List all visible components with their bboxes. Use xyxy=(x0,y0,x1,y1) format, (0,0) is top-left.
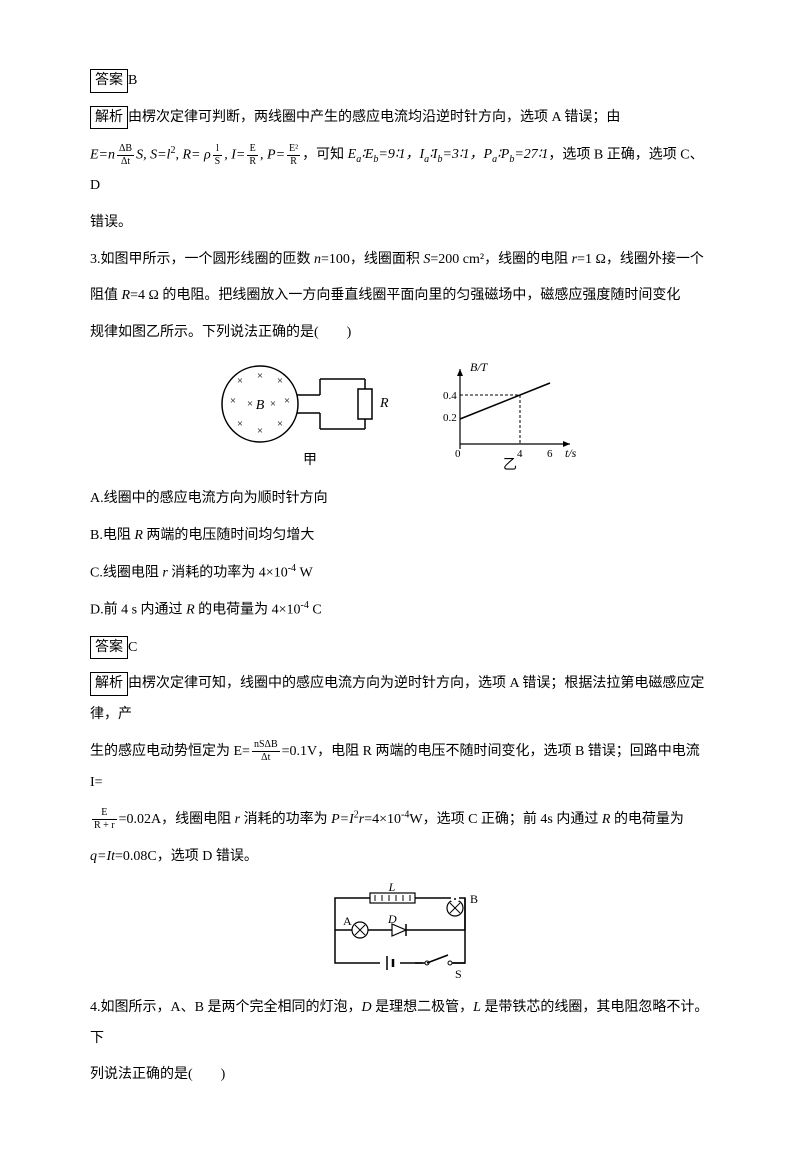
explain-1-line1: 解析由楞次定律可判断，两线圈中产生的感应电流均沿逆时针方向，选项 A 错误；由 xyxy=(90,103,710,134)
xtick: 4 xyxy=(517,448,523,460)
q3-text: =100，线圈面积 xyxy=(321,252,423,267)
explain-3-line3: ER + r=0.02A，线圈电阻 r 消耗的功率为 P=I2r=4×10-4W… xyxy=(90,805,710,836)
answer-1-value: B xyxy=(128,73,137,88)
answer-label: 答案 xyxy=(90,636,128,660)
cross-icon: × xyxy=(247,398,253,410)
var-R: R xyxy=(122,288,131,303)
q3-optA: A.线圈中的感应电流方向为顺时针方向 xyxy=(90,484,710,515)
q3-text: =1 Ω，线圈外接一个 xyxy=(577,252,704,267)
explain-label: 解析 xyxy=(90,106,128,130)
answer-3: 答案C xyxy=(90,633,710,664)
q4-number: 4. xyxy=(90,1000,101,1015)
cross-icon: × xyxy=(270,398,276,410)
figure-yi: B/T t/s 0.4 0.2 0 4 6 乙 xyxy=(435,359,585,474)
fraction: ER xyxy=(247,144,258,167)
frac-num: E xyxy=(247,144,258,156)
frac-num: E xyxy=(92,808,117,820)
cross-icon: × xyxy=(257,425,263,437)
fraction: nSΔBΔt xyxy=(252,740,280,763)
explain-3-line4: q=It=0.08C，选项 D 错误。 xyxy=(90,842,710,873)
frac-den: R xyxy=(287,156,300,167)
q3-line1: 3.如图甲所示，一个圆形线圈的匝数 n=100，线圈面积 S=200 cm²，线… xyxy=(90,245,710,276)
explain-3-text: =0.02A，线圈电阻 r 消耗的功率为 P=I2r=4×10-4W，选项 C … xyxy=(119,812,684,827)
fraction: E²R xyxy=(287,144,300,167)
cross-icon: × xyxy=(257,370,263,382)
ytick: 0.4 xyxy=(443,390,457,402)
eq-part: S, S=l xyxy=(136,147,170,162)
q4-line2: 列说法正确的是( ) xyxy=(90,1060,710,1091)
ylabel: B/T xyxy=(470,360,489,374)
cross-icon: × xyxy=(237,375,243,387)
frac-den: R xyxy=(247,156,258,167)
figure-jia: × × × × × × × × × × B R 甲 xyxy=(215,359,405,474)
answer-3-value: C xyxy=(128,640,137,655)
q3-text: =4 Ω 的电阻。把线圈放入一方向垂直线圈平面向里的匀强磁场中，磁感应强度随时间… xyxy=(130,288,680,303)
var-n: n xyxy=(314,252,321,267)
q3-optB: B.电阻 R 两端的电压随时间均匀增大 xyxy=(90,521,710,552)
cross-icon: × xyxy=(277,418,283,430)
xtick: 0 xyxy=(455,448,461,460)
ytick: 0.2 xyxy=(443,412,457,424)
xlabel: t/s xyxy=(565,446,577,460)
q3-line2: 阻值 R=4 Ω 的电阻。把线圈放入一方向垂直线圈平面向里的匀强磁场中，磁感应强… xyxy=(90,281,710,312)
frac-num: ΔB xyxy=(117,144,134,156)
q3-optC: C.线圈电阻 r 消耗的功率为 4×10-4 W xyxy=(90,558,710,589)
explain-3-line1: 解析由楞次定律可知，线圈中的感应电流方向为逆时针方向，选项 A 错误；根据法拉第… xyxy=(90,669,710,731)
q4-figure: L B A D xyxy=(90,883,710,983)
label-B: B xyxy=(470,892,478,906)
circuit-q4: L B A D xyxy=(315,883,485,983)
frac-den: Δt xyxy=(117,156,134,167)
eq-part: , R= ρ xyxy=(175,147,210,162)
fraction: ΔBΔt xyxy=(117,144,134,167)
cross-icon: × xyxy=(284,395,290,407)
frac-num: E² xyxy=(287,144,300,156)
label-S: S xyxy=(455,967,462,981)
frac-num: nSΔB xyxy=(252,740,280,752)
label-R: R xyxy=(379,396,389,411)
eq-part: ，可知 xyxy=(302,147,348,162)
q3-line3: 规律如图乙所示。下列说法正确的是( ) xyxy=(90,318,710,349)
cross-icon: × xyxy=(230,395,236,407)
label-A: A xyxy=(343,914,352,928)
explain-3-text: 生的感应电动势恒定为 E= xyxy=(90,744,250,759)
explain-3-text: 由楞次定律可知，线圈中的感应电流方向为逆时针方向，选项 A 错误；根据法拉第电磁… xyxy=(90,676,704,722)
q3-number: 3. xyxy=(90,252,101,267)
q4-text: 如图所示，A、B 是两个完全相同的灯泡，D 是理想二极管，L 是带铁芯的线圈，其… xyxy=(90,1000,708,1046)
explain-1-text-a: 由楞次定律可判断，两线圈中产生的感应电流均沿逆时针方向，选项 A 错误；由 xyxy=(128,110,620,125)
ratios: Ea∶Eb=9∶1，Ia∶Ib=3∶1，Pa∶Pb=27∶1 xyxy=(348,147,549,162)
q3-text: =200 cm²，线圈的电阻 xyxy=(430,252,571,267)
q3-optD: D.前 4 s 内通过 R 的电荷量为 4×10-4 C xyxy=(90,595,710,626)
eq-part: E=n xyxy=(90,147,115,162)
eq-part: , P= xyxy=(260,147,285,162)
frac-den: S xyxy=(213,156,223,167)
q4-line1: 4.如图所示，A、B 是两个完全相同的灯泡，D 是理想二极管，L 是带铁芯的线圈… xyxy=(90,993,710,1055)
q3-text: 如图甲所示，一个圆形线圈的匝数 xyxy=(101,252,315,267)
frac-den: R + r xyxy=(92,820,117,831)
answer-label: 答案 xyxy=(90,69,128,93)
label-yi: 乙 xyxy=(503,457,517,473)
q3-text: 阻值 xyxy=(90,288,122,303)
xtick: 6 xyxy=(547,448,553,460)
cross-icon: × xyxy=(237,418,243,430)
fraction: ER + r xyxy=(92,808,117,831)
explain-label: 解析 xyxy=(90,672,128,696)
explain-3-line2: 生的感应电动势恒定为 E=nSΔBΔt=0.1V，电阻 R 两端的电压不随时间变… xyxy=(90,737,710,799)
frac-num: l xyxy=(213,144,223,156)
explain-1-line2: E=nΔBΔtS, S=l2, R= ρlS, I=ER, P=E²R，可知 E… xyxy=(90,140,710,202)
label-B: B xyxy=(256,398,265,413)
cross-icon: × xyxy=(277,375,283,387)
q3-figures: × × × × × × × × × × B R 甲 B/T t/s xyxy=(90,359,710,474)
answer-1: 答案B xyxy=(90,66,710,97)
eq-part: , I= xyxy=(224,147,245,162)
label-D: D xyxy=(387,912,397,926)
explain-1-line3: 错误。 xyxy=(90,208,710,239)
fraction: lS xyxy=(213,144,223,167)
frac-den: Δt xyxy=(252,752,280,763)
label-L: L xyxy=(388,883,396,894)
label-jia: 甲 xyxy=(303,453,317,468)
